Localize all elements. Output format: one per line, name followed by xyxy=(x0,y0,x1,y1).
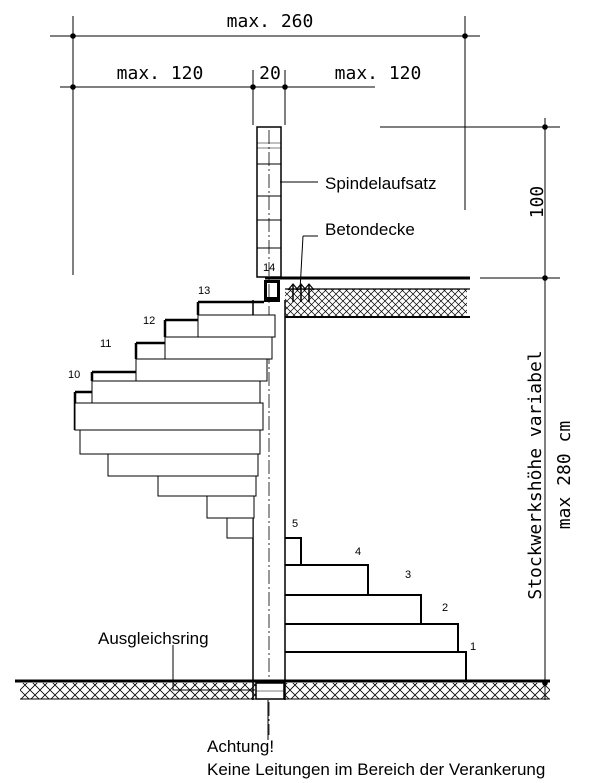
step-number: 1 xyxy=(470,641,476,653)
top-dimension-lines xyxy=(50,16,480,275)
dim-story-height-line2: max 280 cm xyxy=(554,421,575,529)
label-spindle-top: Spindelaufsatz xyxy=(325,174,437,193)
dim-left-width: max. 120 xyxy=(117,63,204,84)
callout-leaders xyxy=(172,181,318,740)
right-dimension-lines xyxy=(380,118,560,700)
step-number: 4 xyxy=(355,546,361,558)
dim-total-width: max. 260 xyxy=(227,11,314,32)
dim-right-width: max. 120 xyxy=(335,63,422,84)
step-number: 14 xyxy=(263,262,275,274)
dim-spindle-width: 20 xyxy=(259,63,281,84)
warning-title: Achtung! xyxy=(207,737,274,756)
dim-story-height-line1: Stockwerkshöhe variabel xyxy=(525,350,546,599)
label-concrete-ceiling: Betondecke xyxy=(325,220,415,239)
dim-top-height: 100 xyxy=(527,186,548,219)
label-leveling-ring: Ausgleichsring xyxy=(98,629,209,648)
step-number: 2 xyxy=(442,602,448,614)
concrete-ceiling-slab xyxy=(264,276,470,318)
step-number: 5 xyxy=(292,518,298,530)
warning-text: Keine Leitungen im Bereich der Verankeru… xyxy=(207,760,545,779)
stair-steps xyxy=(73,300,467,681)
step-number: 12 xyxy=(143,315,155,327)
step-number: 10 xyxy=(68,369,80,381)
step-number: 3 xyxy=(405,569,411,581)
step-number: 13 xyxy=(198,285,210,297)
step-number: 11 xyxy=(100,338,111,350)
